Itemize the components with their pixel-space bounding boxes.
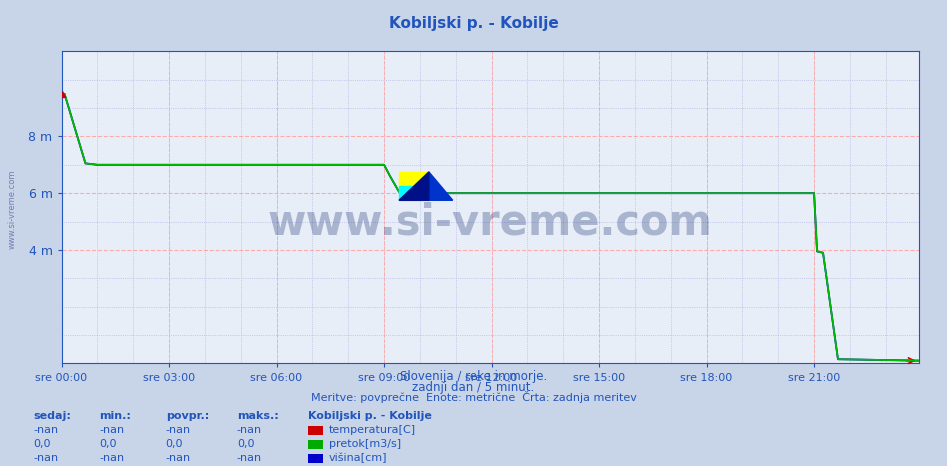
Polygon shape (399, 172, 429, 200)
Text: 0,0: 0,0 (166, 439, 183, 449)
Text: Slovenija / reke in morje.: Slovenija / reke in morje. (400, 370, 547, 383)
Text: -nan: -nan (33, 453, 59, 463)
Text: -nan: -nan (99, 453, 125, 463)
Text: Kobiljski p. - Kobilje: Kobiljski p. - Kobilje (308, 411, 432, 421)
Text: -nan: -nan (166, 425, 191, 435)
Text: Meritve: povprečne  Enote: metrične  Črta: zadnja meritev: Meritve: povprečne Enote: metrične Črta:… (311, 391, 636, 403)
Text: www.si-vreme.com: www.si-vreme.com (268, 202, 712, 244)
Polygon shape (429, 172, 453, 200)
Text: 0,0: 0,0 (33, 439, 50, 449)
Text: min.:: min.: (99, 411, 132, 421)
Text: višina[cm]: višina[cm] (329, 453, 387, 463)
Text: Kobiljski p. - Kobilje: Kobiljski p. - Kobilje (388, 16, 559, 31)
Bar (399, 186, 429, 200)
Text: -nan: -nan (237, 453, 262, 463)
Text: 0,0: 0,0 (237, 439, 254, 449)
Text: 0,0: 0,0 (99, 439, 116, 449)
Text: -nan: -nan (99, 425, 125, 435)
Bar (399, 172, 429, 186)
Text: temperatura[C]: temperatura[C] (329, 425, 416, 435)
Text: sedaj:: sedaj: (33, 411, 71, 421)
Text: -nan: -nan (33, 425, 59, 435)
Text: zadnji dan / 5 minut.: zadnji dan / 5 minut. (412, 381, 535, 393)
Text: povpr.:: povpr.: (166, 411, 209, 421)
Text: maks.:: maks.: (237, 411, 278, 421)
Text: pretok[m3/s]: pretok[m3/s] (329, 439, 401, 449)
Text: www.si-vreme.com: www.si-vreme.com (8, 170, 17, 249)
Text: -nan: -nan (237, 425, 262, 435)
Text: -nan: -nan (166, 453, 191, 463)
